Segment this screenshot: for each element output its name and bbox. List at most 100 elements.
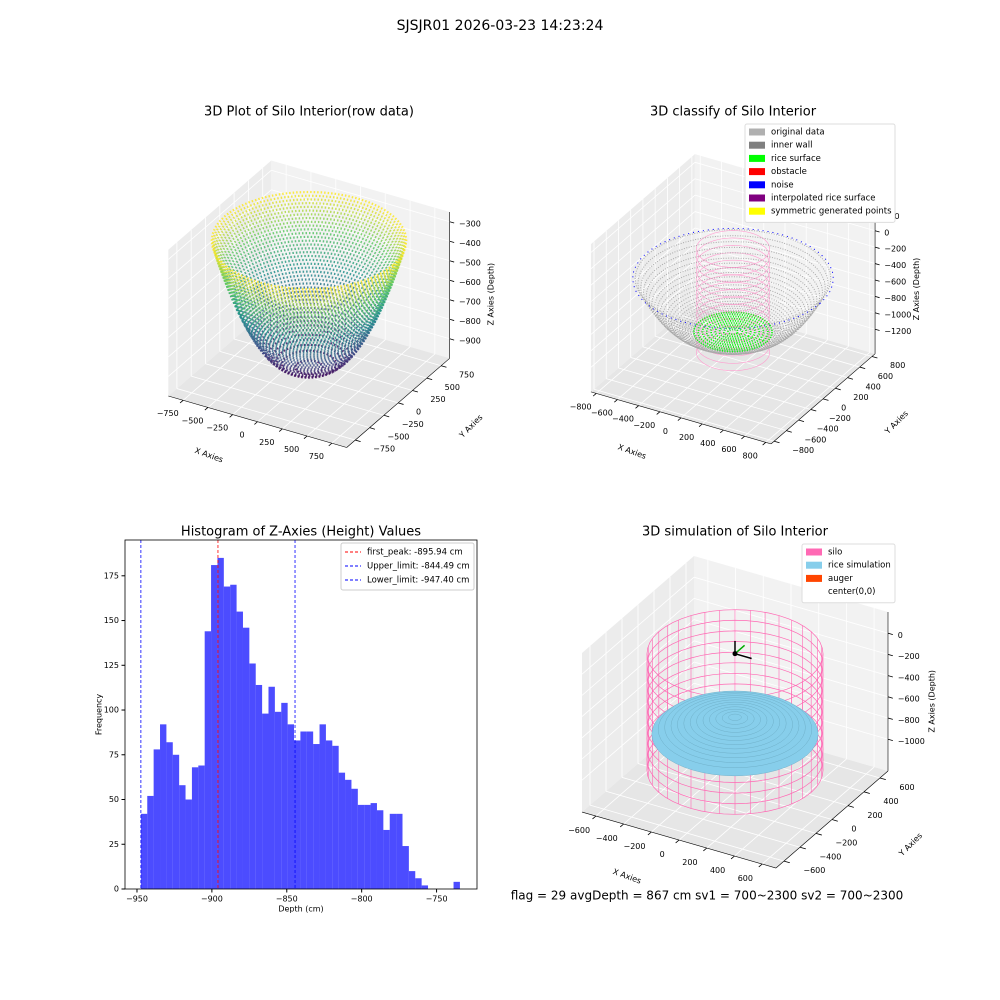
- grid-line: [168, 208, 272, 299]
- tick-mark: [887, 654, 893, 657]
- y-tick-label: −400: [819, 852, 841, 861]
- y-tick-label: 200: [853, 393, 868, 402]
- center-point: [732, 651, 738, 657]
- tick-mark: [328, 442, 333, 447]
- grid-line: [590, 194, 696, 286]
- tick-mark: [254, 421, 258, 425]
- histogram-bar: [160, 724, 167, 889]
- grid-line: [589, 804, 785, 862]
- grid-line: [694, 260, 876, 314]
- tick-mark: [703, 847, 707, 852]
- histogram-bar: [357, 804, 365, 889]
- y-tick-label: 600: [899, 783, 914, 792]
- tick-mark: [449, 240, 455, 243]
- z-tick-label: −400: [459, 239, 481, 248]
- tick-mark: [874, 263, 880, 266]
- tick-mark: [412, 390, 418, 393]
- x-tick-label: 200: [682, 858, 697, 867]
- z-tick-label: −800: [898, 716, 920, 725]
- legend-swatch: [749, 128, 765, 136]
- surface-ring: [695, 281, 771, 320]
- surface-ring: [665, 284, 801, 353]
- tick-mark: [426, 377, 433, 381]
- status-footer: flag = 29 avgDepth = 867 cm sv1 = 700~23…: [511, 889, 904, 903]
- histogram-bar: [421, 885, 429, 889]
- surface-ring: [695, 259, 771, 298]
- tick-mark: [383, 414, 390, 418]
- z-tick-label: −1000: [884, 310, 911, 319]
- histogram-bar: [364, 804, 371, 889]
- tick-mark: [741, 435, 745, 440]
- y-tick-label: 125: [104, 661, 119, 670]
- legend-label: original data: [771, 128, 825, 138]
- grid-line: [693, 661, 889, 719]
- legend-label: center(0,0): [828, 587, 876, 597]
- histogram-bar: [185, 799, 192, 889]
- surface-ring: [656, 271, 810, 349]
- grid-line: [590, 244, 696, 335]
- x-tick-label: −750: [426, 895, 448, 904]
- tick-mark: [619, 823, 624, 828]
- grid-line: [581, 576, 695, 675]
- legend-label: inner wall: [771, 141, 812, 151]
- grid-line: [693, 576, 889, 634]
- x-tick-label: 750: [309, 452, 324, 461]
- grid-line: [694, 227, 876, 281]
- surface-ring: [225, 239, 393, 325]
- surface-ring: [221, 228, 397, 317]
- x-tick-label: 500: [284, 445, 299, 454]
- z-tick-label: −200: [898, 652, 920, 661]
- surface-ring: [695, 252, 771, 290]
- x-tick-label: −600: [568, 826, 590, 835]
- tick-mark: [887, 717, 893, 720]
- x-tick-label: −950: [126, 895, 148, 904]
- tick-mark: [887, 696, 893, 699]
- y-axis-label: Frequency: [95, 694, 104, 736]
- tick-mark: [871, 356, 878, 359]
- z-tick-label: −300: [459, 219, 481, 228]
- legend-label: silo: [828, 548, 842, 558]
- legend-swatch: [749, 154, 765, 162]
- y-tick-label: 250: [430, 395, 445, 404]
- grid-line: [630, 357, 811, 410]
- tick-mark: [592, 393, 597, 397]
- histogram-bar: [319, 724, 326, 889]
- z-tick-label: −200: [884, 245, 906, 254]
- y-tick-label: −200: [835, 838, 857, 847]
- x-tick-label: 400: [710, 866, 725, 875]
- histogram-bar: [313, 744, 320, 889]
- x-tick-label: −500: [182, 416, 204, 425]
- grid-line: [605, 790, 801, 848]
- tick-mark: [647, 831, 652, 836]
- surface-ring: [640, 241, 826, 335]
- y-tick-label: −400: [817, 425, 839, 434]
- surface-ring: [217, 213, 401, 307]
- tick-mark: [887, 738, 893, 742]
- surface-ring: [722, 326, 744, 338]
- histogram-bar: [140, 813, 148, 889]
- z-tick-label: −900: [459, 336, 481, 345]
- surface-ring: [233, 262, 385, 340]
- legend-swatch: [806, 561, 822, 569]
- tick-mark: [441, 365, 447, 368]
- tick-mark: [179, 399, 184, 404]
- legend-swatch: [806, 574, 822, 582]
- surface-ring: [645, 252, 821, 340]
- surface-ring: [676, 297, 790, 356]
- histogram-bar: [179, 785, 186, 889]
- histogram-bar: [453, 881, 460, 889]
- grid-line: [168, 247, 272, 338]
- tick-mark: [449, 260, 455, 263]
- legend-label: obstacle: [771, 167, 807, 177]
- tick-mark: [822, 398, 829, 401]
- z-tick-label: 0: [884, 228, 889, 237]
- legend-label: rice surface: [771, 154, 821, 164]
- histogram-bar: [242, 627, 250, 889]
- y-tick-label: −750: [373, 445, 395, 454]
- grid-line: [618, 367, 799, 421]
- axis-line: [590, 391, 772, 445]
- surface-ring: [695, 230, 771, 268]
- axis-line: [770, 353, 876, 445]
- panel-title: 3D classify of Silo Interior: [650, 105, 817, 120]
